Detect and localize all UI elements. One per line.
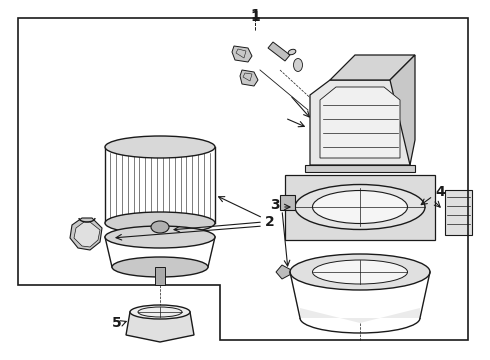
Text: 2: 2 bbox=[265, 215, 275, 229]
Polygon shape bbox=[276, 265, 295, 279]
Polygon shape bbox=[232, 46, 252, 62]
Ellipse shape bbox=[313, 260, 408, 284]
Ellipse shape bbox=[105, 226, 215, 248]
Polygon shape bbox=[320, 87, 400, 158]
Ellipse shape bbox=[288, 49, 296, 55]
Text: 1: 1 bbox=[250, 8, 260, 22]
Polygon shape bbox=[155, 267, 165, 285]
Ellipse shape bbox=[130, 305, 190, 319]
Polygon shape bbox=[126, 312, 194, 342]
Ellipse shape bbox=[313, 190, 408, 224]
Ellipse shape bbox=[295, 185, 425, 230]
Polygon shape bbox=[300, 308, 420, 323]
Polygon shape bbox=[70, 218, 102, 250]
Text: 3: 3 bbox=[270, 198, 280, 212]
Ellipse shape bbox=[294, 59, 302, 72]
Polygon shape bbox=[285, 175, 435, 240]
Ellipse shape bbox=[151, 221, 169, 233]
Ellipse shape bbox=[105, 136, 215, 158]
Ellipse shape bbox=[112, 257, 208, 277]
Text: 5: 5 bbox=[112, 316, 122, 330]
Text: 4: 4 bbox=[435, 185, 445, 199]
Text: 1: 1 bbox=[250, 10, 260, 24]
Polygon shape bbox=[305, 165, 415, 172]
Polygon shape bbox=[390, 55, 415, 165]
Polygon shape bbox=[445, 190, 472, 235]
Polygon shape bbox=[355, 165, 365, 172]
Polygon shape bbox=[74, 222, 100, 247]
Ellipse shape bbox=[290, 254, 430, 290]
Polygon shape bbox=[280, 195, 295, 210]
Ellipse shape bbox=[105, 212, 215, 234]
Polygon shape bbox=[330, 55, 415, 80]
Polygon shape bbox=[240, 70, 258, 86]
Polygon shape bbox=[310, 80, 410, 165]
Polygon shape bbox=[268, 42, 290, 61]
